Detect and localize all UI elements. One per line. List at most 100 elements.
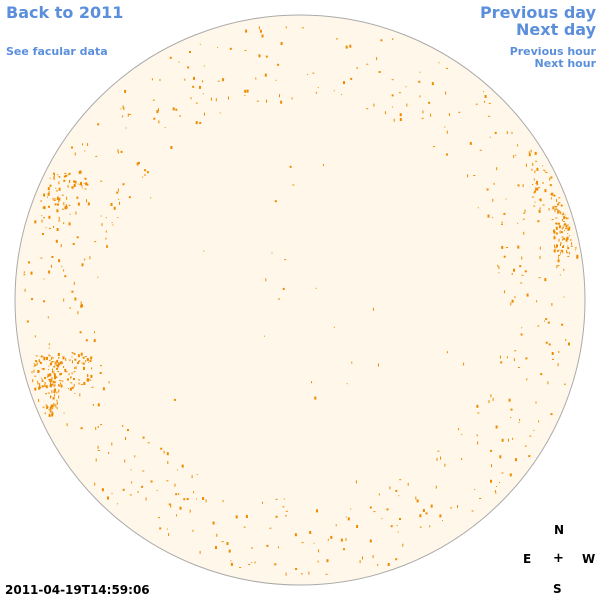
- facular-spot: [61, 380, 64, 382]
- facular-spot: [571, 242, 573, 246]
- facular-spot: [539, 207, 541, 210]
- facular-spot: [560, 252, 562, 254]
- facular-spot: [391, 79, 394, 81]
- facular-spot: [419, 526, 422, 528]
- facular-spot: [222, 500, 224, 503]
- facular-spot: [333, 326, 335, 328]
- facular-spot: [555, 217, 558, 219]
- facular-spot: [73, 180, 75, 183]
- facular-spot: [550, 193, 553, 196]
- next-day-link[interactable]: Next day: [516, 20, 596, 39]
- facular-spot: [535, 401, 537, 404]
- facular-spot: [378, 363, 379, 367]
- facular-spot: [553, 249, 556, 253]
- previous-hour-link[interactable]: Previous hour: [509, 45, 596, 58]
- facular-spot: [44, 376, 46, 379]
- facular-spot: [175, 108, 178, 111]
- facular-spot: [532, 184, 533, 185]
- facular-spot: [506, 356, 508, 359]
- facular-spot: [391, 94, 394, 97]
- facular-spot: [494, 490, 496, 493]
- facular-spot: [405, 86, 407, 88]
- facular-spot: [564, 230, 565, 232]
- facular-spot: [532, 162, 534, 166]
- facular-spot: [41, 215, 43, 217]
- facular-spot: [49, 360, 51, 361]
- facular-spot: [107, 496, 109, 500]
- facular-spot: [101, 488, 104, 492]
- facular-spot: [230, 562, 233, 566]
- facular-spot: [168, 533, 170, 537]
- facular-spot: [553, 236, 556, 240]
- facular-spot: [174, 483, 176, 487]
- facular-spot: [219, 112, 221, 114]
- facular-spot: [356, 67, 358, 69]
- facular-spot: [558, 202, 561, 204]
- facular-spot: [217, 80, 220, 82]
- facular-spot: [323, 164, 324, 167]
- back-to-year-link[interactable]: Back to 2011: [6, 3, 124, 22]
- facular-spot: [479, 149, 482, 151]
- facular-spot: [203, 250, 205, 252]
- facular-spot: [376, 57, 378, 61]
- facular-spot: [557, 208, 559, 212]
- facular-spot: [138, 161, 140, 164]
- facular-spot: [30, 271, 33, 275]
- facular-spot: [164, 127, 166, 129]
- facular-spot: [539, 255, 541, 259]
- facular-spot: [350, 77, 353, 80]
- facular-spot: [68, 172, 71, 175]
- facular-spot: [216, 533, 218, 537]
- facular-spot: [362, 556, 363, 560]
- facular-spot: [55, 190, 58, 192]
- facular-spot: [416, 499, 419, 503]
- facular-spot: [500, 361, 503, 364]
- facular-spot: [71, 186, 74, 189]
- facular-spot: [53, 176, 55, 178]
- facular-spot: [173, 398, 176, 401]
- facular-spot: [169, 56, 172, 59]
- facular-spot: [39, 386, 41, 389]
- next-hour-link[interactable]: Next hour: [534, 57, 597, 70]
- previous-day-link[interactable]: Previous day: [479, 3, 596, 22]
- facular-spot: [101, 223, 103, 227]
- facular-spot: [562, 238, 564, 241]
- facular-spot: [493, 182, 495, 185]
- facular-spot: [499, 355, 501, 359]
- facular-spot: [523, 212, 526, 214]
- facular-spot: [74, 358, 77, 361]
- facular-spot: [58, 175, 60, 177]
- facular-spot: [538, 209, 541, 213]
- see-facular-data-link[interactable]: See facular data: [6, 45, 108, 58]
- facular-spot: [512, 437, 514, 440]
- facular-spot: [49, 410, 51, 413]
- facular-spot: [501, 221, 503, 224]
- facular-spot: [41, 377, 42, 379]
- facular-spot: [75, 211, 77, 215]
- facular-spot: [74, 392, 76, 394]
- facular-spot: [450, 507, 453, 509]
- facular-spot: [561, 323, 564, 326]
- facular-spot: [475, 103, 478, 105]
- facular-spot: [53, 172, 55, 175]
- facular-spot: [80, 427, 83, 430]
- facular-spot: [284, 515, 287, 517]
- facular-spot: [45, 227, 47, 229]
- facular-spot: [43, 358, 46, 361]
- facular-spot: [561, 214, 564, 216]
- facular-spot: [244, 95, 246, 96]
- facular-spot: [538, 187, 541, 189]
- facular-spot: [64, 206, 67, 210]
- facular-spot: [74, 367, 76, 369]
- facular-spot: [49, 177, 51, 179]
- facular-spot: [311, 381, 312, 384]
- facular-spot: [73, 184, 76, 187]
- facular-spot: [262, 501, 263, 504]
- facular-spot: [282, 506, 285, 508]
- facular-spot: [517, 222, 519, 224]
- facular-spot: [53, 390, 56, 394]
- facular-spot: [33, 369, 35, 373]
- facular-spot: [246, 89, 249, 93]
- facular-spot: [63, 366, 65, 368]
- facular-spot: [142, 470, 145, 472]
